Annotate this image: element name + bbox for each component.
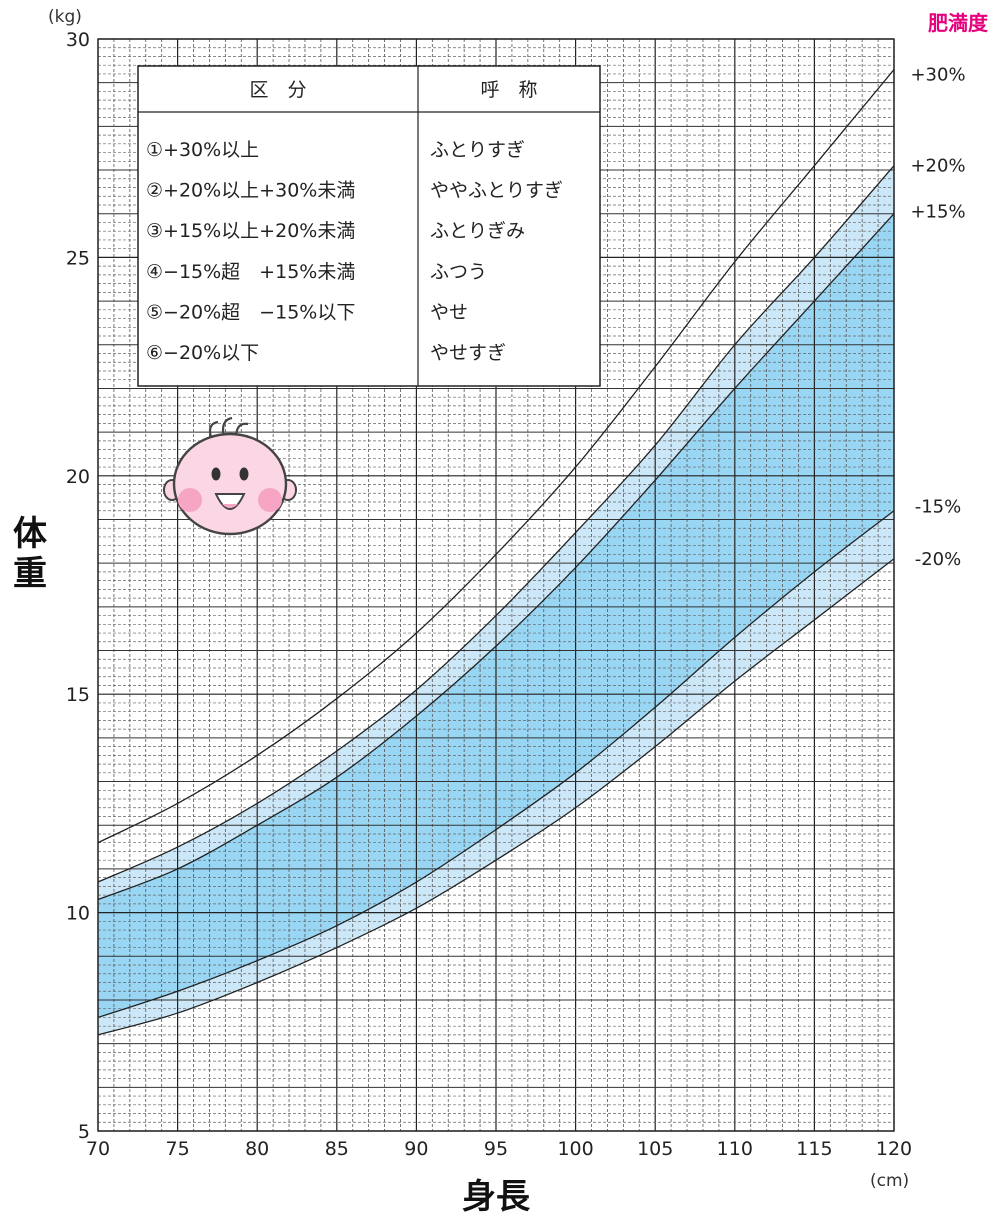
curve-label: +15% (910, 202, 965, 223)
curve-label: -15% (915, 497, 962, 518)
table-row-name: やせすぎ (430, 342, 506, 364)
x-tick-label: 80 (245, 1138, 269, 1160)
curve-labels: +30% +20% +15% -15% -20% (910, 65, 965, 570)
x-tick-label: 110 (717, 1138, 753, 1160)
y-tick-label: 20 (66, 466, 90, 488)
curves (97, 69, 895, 1036)
curve-label: +20% (910, 156, 965, 177)
series-line-2 (97, 213, 895, 901)
table-row-name: ふとりぎみ (430, 220, 525, 242)
x-unit-label: (cm) (870, 1171, 909, 1191)
x-tick-label: 85 (325, 1138, 349, 1160)
y-tick-label: 10 (66, 903, 90, 925)
table-row-category: ①+30%以上 (146, 139, 259, 161)
y-tick-label: 5 (78, 1121, 90, 1143)
series-line-1 (97, 165, 895, 883)
series-line-4 (97, 558, 895, 1036)
band-normal (98, 213, 894, 1018)
series-line-0 (97, 69, 895, 844)
table-frame (137, 65, 601, 387)
table-row-category: ⑥−20%以下 (146, 342, 259, 364)
series-line-3 (97, 510, 895, 1019)
table-row-category: ②+20%以上+30%未満 (146, 180, 355, 202)
table-row-category: ⑤−20%超 −15%以下 (146, 301, 355, 323)
x-tick-label: 75 (166, 1138, 190, 1160)
y-unit-label: (kg) (48, 7, 82, 27)
x-tick-label: 105 (637, 1138, 673, 1160)
x-tick-label: 115 (796, 1138, 832, 1160)
curve-label: +30% (910, 65, 965, 86)
table-header-category: 区 分 (249, 79, 306, 101)
y-tick-label: 15 (66, 684, 90, 706)
smiling-baby-face-icon (163, 416, 297, 536)
table-row-name: ふつう (430, 261, 487, 283)
obesity-label: 肥満度 (928, 11, 989, 35)
table-rows: ①+30%以上 ふとりすぎ ②+20%以上+30%未満 ややふとりすぎ ③+15%以上+… (146, 139, 563, 364)
table-header-name: 呼 称 (480, 79, 537, 101)
table-row-category: ③+15%以上+20%未満 (146, 220, 355, 242)
curve-label: -20% (915, 549, 962, 570)
table-row-name: やせ (430, 301, 468, 323)
x-tick-label: 120 (876, 1138, 912, 1160)
bands (98, 165, 894, 1035)
table-row-category: ④−15%超 +15%未満 (146, 261, 355, 283)
plot-frame (97, 38, 895, 1132)
y-axis-title: 体重 (13, 514, 47, 594)
classification-table: 区 分 呼 称 ①+30%以上 ふとりすぎ ②+20%以上+30%未満 ややふとりすぎ… (137, 65, 601, 387)
y-tick-label: 25 (66, 247, 90, 269)
x-tick-label: 100 (557, 1138, 593, 1160)
x-axis-title: 身長 (462, 1177, 531, 1216)
x-tick-label: 95 (484, 1138, 508, 1160)
x-tick-label: 90 (404, 1138, 428, 1160)
table-row-name: ややふとりすぎ (430, 180, 563, 202)
x-tick-label: 70 (86, 1138, 110, 1160)
y-tick-label: 30 (66, 29, 90, 51)
tick-labels: 70 75 80 85 90 95 100 105 110 115 120 5 10 15 20 25 30 (66, 29, 912, 1160)
table-row-name: ふとりすぎ (430, 139, 525, 161)
